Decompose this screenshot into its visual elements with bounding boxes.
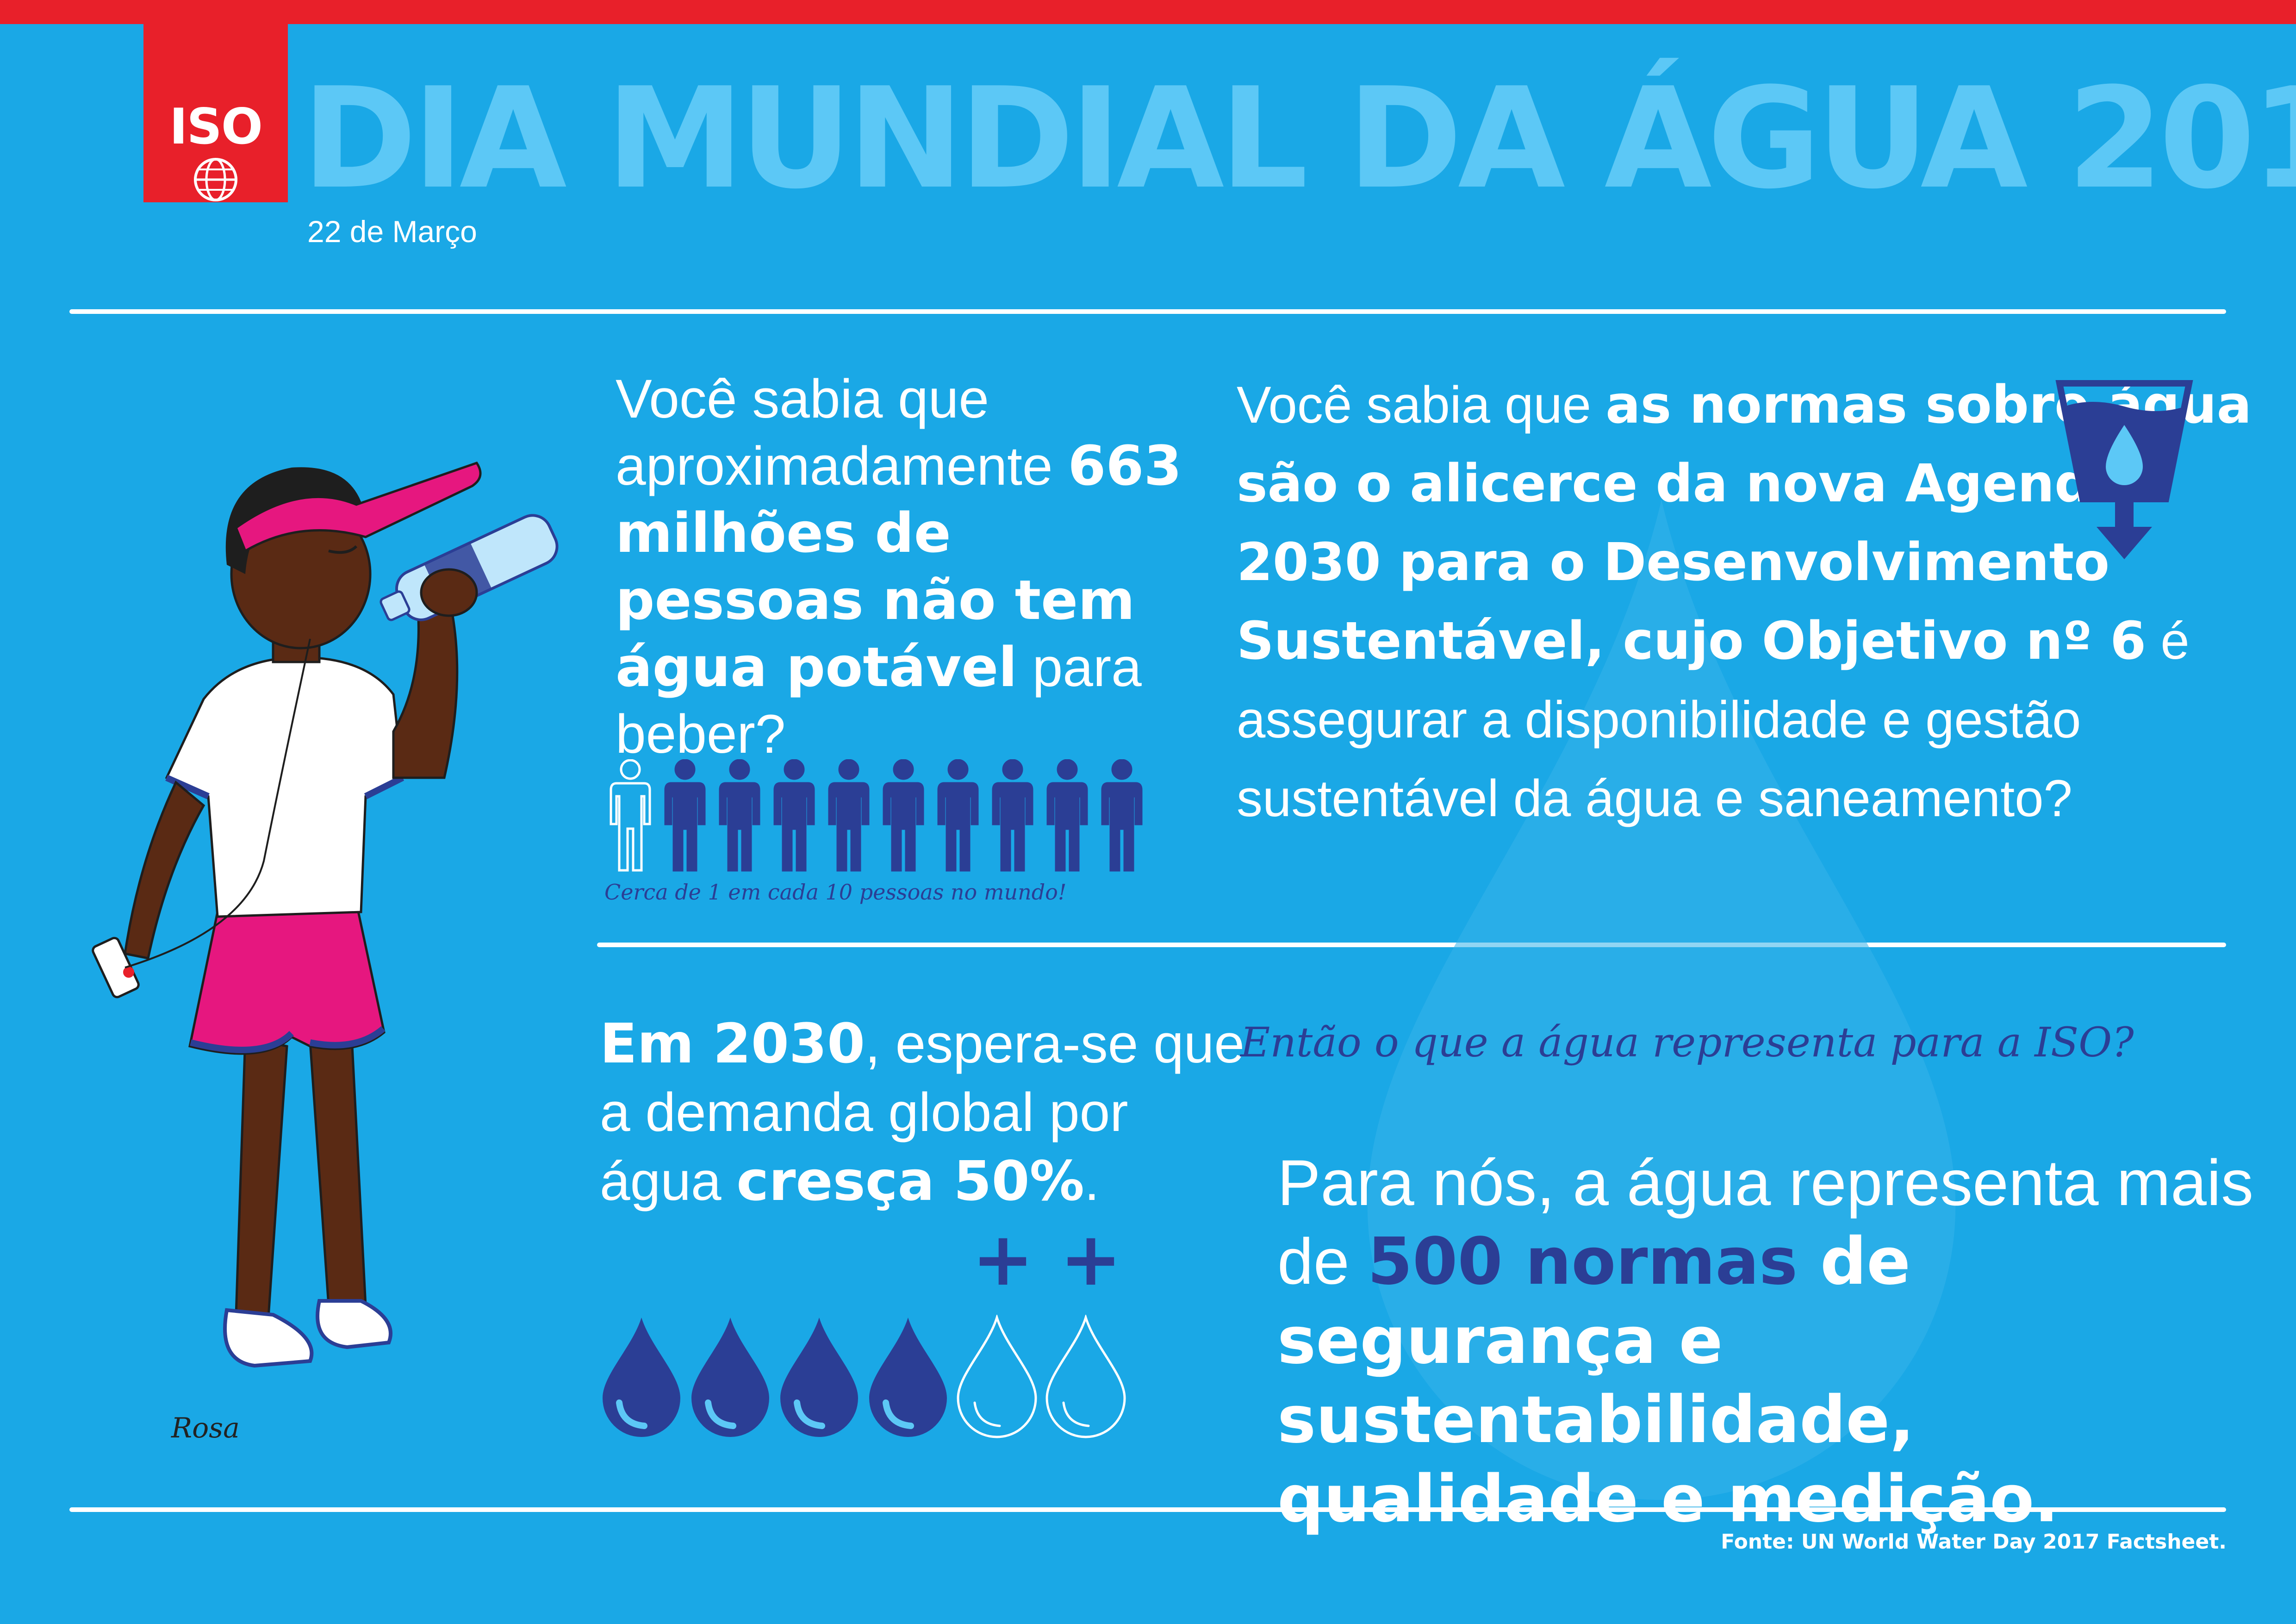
iso-logo: ISO (143, 24, 288, 202)
fact2-highlight: as normas sobre água são o alicerce da n… (1237, 375, 2252, 671)
divider-top (69, 309, 2226, 314)
fact-agenda-2030: Você sabia que as normas sobre água são … (1237, 366, 2273, 838)
date-label: 22 de Março (307, 214, 477, 249)
fact3-mid: , espera-se que a demanda global por águ… (600, 1013, 1245, 1212)
iso-question: Então o que a água representa para a ISO… (1240, 1018, 2134, 1066)
fact1-end: para beber? (616, 637, 1142, 765)
person-icon (664, 759, 706, 872)
plus-row: + + (972, 1222, 1129, 1296)
plus-icon: + (1060, 1216, 1122, 1302)
divider-bottom (69, 1507, 2226, 1512)
people-caption: Cerca de 1 em cada 10 pessoas no mundo! (604, 880, 1067, 905)
person-icon (719, 759, 760, 872)
water-drop-icon (603, 1318, 680, 1437)
water-glass-icon (2055, 380, 2193, 559)
water-drop-icon (869, 1318, 947, 1437)
fact3-growth: cresça 50% (736, 1149, 1084, 1213)
fact3-year: Em 2030 (600, 1012, 865, 1075)
person-icon (1101, 759, 1143, 872)
fact3-end: . (1084, 1151, 1100, 1212)
iso-logo-text: ISO (169, 98, 263, 155)
answer-end: de segurança e sustentabilidade, qualida… (1277, 1224, 2059, 1537)
top-red-bar (0, 0, 2296, 24)
people-pictogram-row (607, 759, 1144, 875)
fact1-intro: Você sabia que aproximadamente (616, 369, 1068, 497)
person-icon (883, 759, 924, 872)
plus-icon: + (972, 1216, 1034, 1302)
water-drop-icon (957, 1315, 1037, 1438)
person-icon (937, 759, 979, 872)
water-drop-icon (780, 1318, 858, 1437)
girl-drinking-illustration (92, 462, 559, 1368)
fact2-intro: Você sabia que (1237, 376, 1606, 434)
page-title: DIA MUNDIAL DA ÁGUA 2017 (302, 58, 2296, 219)
answer-highlight: 500 normas (1367, 1224, 1798, 1299)
iso-globe-icon (194, 158, 237, 201)
water-drop-icon (691, 1318, 769, 1437)
person-icon (610, 759, 651, 872)
answer-intro: Para nós, a água representa mais de (1277, 1146, 2254, 1298)
fact-demand-2030: Em 2030, espera-se que a demanda global … (600, 1009, 1248, 1216)
fact-drinking-water: Você sabia que aproximadamente 663 milhõ… (616, 366, 1185, 768)
fact2-end: é assegurar a disponibilidade e gestão s… (1237, 612, 2190, 827)
divider-middle (597, 943, 2226, 947)
person-icon (773, 759, 815, 872)
person-icon (828, 759, 870, 872)
iso-answer: Para nós, a água representa mais de 500 … (1277, 1143, 2296, 1539)
person-icon (992, 759, 1033, 872)
artist-signature: Rosa (171, 1412, 240, 1444)
source-note: Fonte: UN World Water Day 2017 Factsheet… (1721, 1530, 2227, 1554)
background-drop-icon (1367, 500, 1956, 1500)
person-icon (1046, 759, 1088, 872)
fact1-highlight: 663 milhões de pessoas não tem água potá… (616, 434, 1182, 699)
water-drop-icon (1045, 1315, 1126, 1438)
water-drops-row (600, 1315, 1146, 1440)
